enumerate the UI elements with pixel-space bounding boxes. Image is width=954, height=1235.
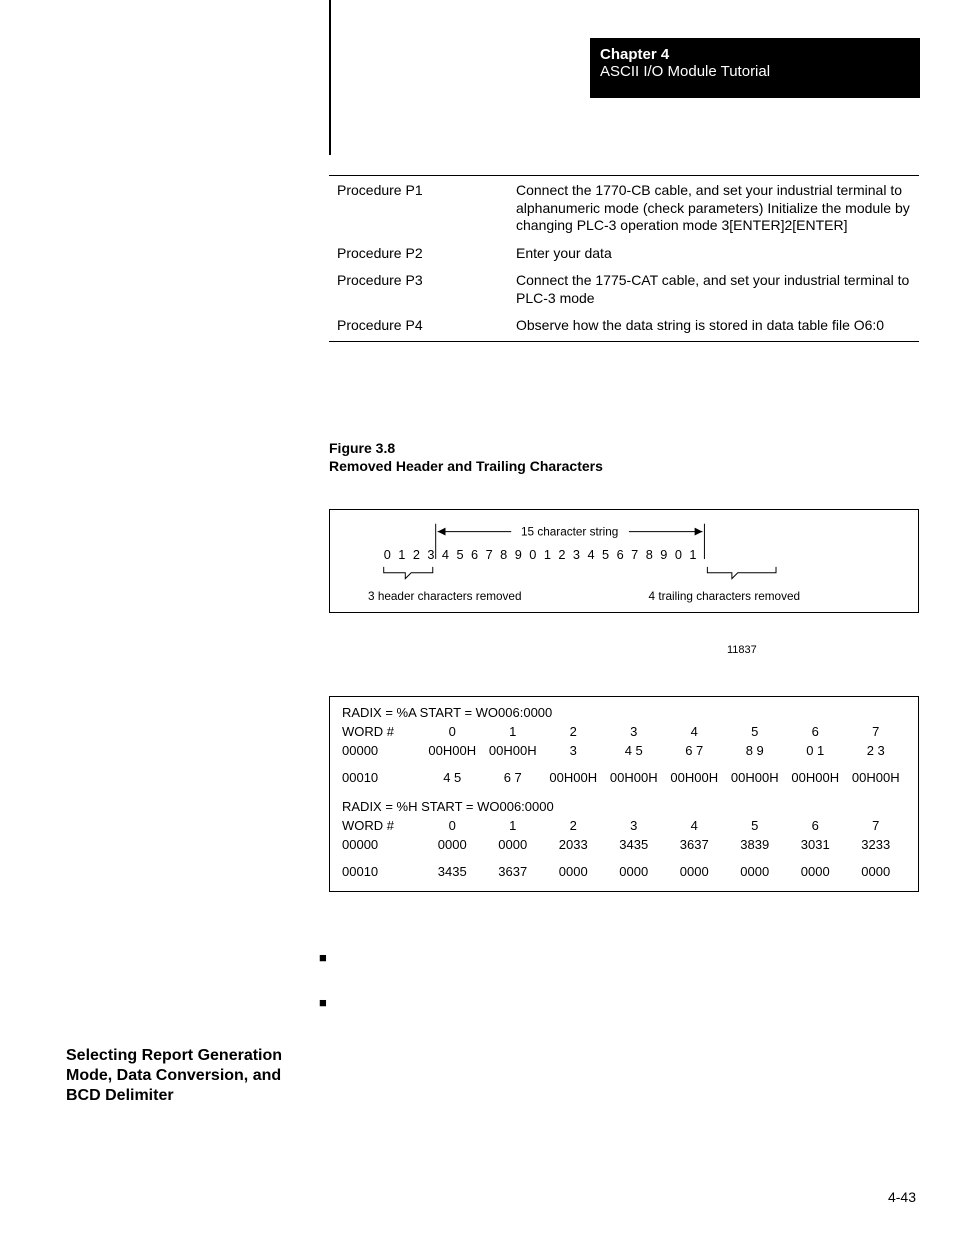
word-label: WORD # xyxy=(342,816,422,835)
cell: 0000 xyxy=(785,862,846,881)
cell: 4 5 xyxy=(604,741,665,760)
col-header: 0 xyxy=(422,722,483,741)
col-header: 2 xyxy=(543,722,604,741)
col-header: 3 xyxy=(604,816,665,835)
data-grid-header: WORD # 0 1 2 3 4 5 6 7 xyxy=(330,816,918,835)
procedure-name: Procedure P3 xyxy=(331,268,508,311)
col-header: 7 xyxy=(846,816,907,835)
cell: 8 9 xyxy=(725,741,786,760)
cell: 3031 xyxy=(785,835,846,854)
table-row: Procedure P3 Connect the 1775-CAT cable,… xyxy=(331,268,917,311)
header-note: 3 header characters removed xyxy=(368,590,521,603)
col-header: 1 xyxy=(483,722,544,741)
procedure-name: Procedure P2 xyxy=(331,241,508,267)
cell: 0 1 xyxy=(785,741,846,760)
radix-header-a: RADIX = %A START = WO006:0000 xyxy=(330,703,918,722)
col-header: 1 xyxy=(483,816,544,835)
row-label: 00010 xyxy=(342,768,422,787)
bullet-markers: ■ ■ xyxy=(319,950,327,1040)
col-header: 0 xyxy=(422,816,483,835)
row-label: 00000 xyxy=(342,741,422,760)
cell: 3435 xyxy=(422,862,483,881)
cell: 0000 xyxy=(604,862,665,881)
figure-ref: 11837 xyxy=(727,644,757,656)
chapter-header: Chapter 4 ASCII I/O Module Tutorial xyxy=(590,38,920,98)
cell: 00H00H xyxy=(846,768,907,787)
cell: 00H00H xyxy=(543,768,604,787)
figure-caption: Figure 3.8 Removed Header and Trailing C… xyxy=(329,440,603,475)
data-row: 00010 3435 3637 0000 0000 0000 0000 0000… xyxy=(330,862,918,881)
cell: 3 xyxy=(543,741,604,760)
trailer-note: 4 trailing characters removed xyxy=(649,590,801,603)
col-header: 6 xyxy=(785,816,846,835)
cell: 6 7 xyxy=(483,768,544,787)
data-table: RADIX = %A START = WO006:0000 WORD # 0 1… xyxy=(329,696,919,892)
cell: 3637 xyxy=(664,835,725,854)
figure-number: Figure 3.8 xyxy=(329,440,395,456)
bullet-icon: ■ xyxy=(319,950,327,965)
data-row: 00000 0000 0000 2033 3435 3637 3839 3031… xyxy=(330,835,918,854)
page-number: 4-43 xyxy=(888,1189,916,1205)
procedure-name: Procedure P1 xyxy=(331,178,508,239)
data-row: 00000 00H00H 00H00H 3 4 5 6 7 8 9 0 1 2 … xyxy=(330,741,918,760)
cell: 6 7 xyxy=(664,741,725,760)
row-label: 00000 xyxy=(342,835,422,854)
cell: 0000 xyxy=(725,862,786,881)
radix-header-h: RADIX = %H START = WO006:0000 xyxy=(330,797,918,816)
procedure-desc: Connect the 1775-CAT cable, and set your… xyxy=(510,268,917,311)
data-grid-header: WORD # 0 1 2 3 4 5 6 7 xyxy=(330,722,918,741)
procedure-desc: Observe how the data string is stored in… xyxy=(510,313,917,339)
col-header: 4 xyxy=(664,816,725,835)
figure-title: Removed Header and Trailing Characters xyxy=(329,458,603,474)
string-label: 15 character string xyxy=(521,526,618,539)
col-header: 2 xyxy=(543,816,604,835)
col-header: 6 xyxy=(785,722,846,741)
cell: 00H00H xyxy=(422,741,483,760)
chapter-title: Chapter 4 xyxy=(600,46,910,63)
table-row: Procedure P1 Connect the 1770-CB cable, … xyxy=(331,178,917,239)
cell: 0000 xyxy=(483,835,544,854)
cell: 00H00H xyxy=(664,768,725,787)
procedure-desc: Connect the 1770-CB cable, and set your … xyxy=(510,178,917,239)
vertical-rule xyxy=(329,0,331,155)
chapter-subtitle: ASCII I/O Module Tutorial xyxy=(600,63,910,80)
table-row: Procedure P2 Enter your data xyxy=(331,241,917,267)
cell: 2033 xyxy=(543,835,604,854)
cell: 0000 xyxy=(422,835,483,854)
bullet-icon: ■ xyxy=(319,995,327,1010)
cell: 00H00H xyxy=(483,741,544,760)
word-label: WORD # xyxy=(342,722,422,741)
cell: 3233 xyxy=(846,835,907,854)
col-header: 4 xyxy=(664,722,725,741)
cell: 00H00H xyxy=(725,768,786,787)
procedure-name: Procedure P4 xyxy=(331,313,508,339)
procedure-desc: Enter your data xyxy=(510,241,917,267)
cell: 2 3 xyxy=(846,741,907,760)
data-row: 00010 4 5 6 7 00H00H 00H00H 00H00H 00H00… xyxy=(330,768,918,787)
cell: 00H00H xyxy=(604,768,665,787)
cell: 00H00H xyxy=(785,768,846,787)
cell: 3637 xyxy=(483,862,544,881)
cell: 3839 xyxy=(725,835,786,854)
cell: 0000 xyxy=(543,862,604,881)
digit-string: 0 1 2 3 4 5 6 7 8 9 0 1 2 3 4 5 6 7 8 9 … xyxy=(384,547,699,562)
col-header: 5 xyxy=(725,816,786,835)
cell: 3435 xyxy=(604,835,665,854)
section-heading: Selecting Report Generation Mode, Data C… xyxy=(66,1046,296,1106)
col-header: 7 xyxy=(846,722,907,741)
cell: 4 5 xyxy=(422,768,483,787)
cell: 0000 xyxy=(846,862,907,881)
col-header: 5 xyxy=(725,722,786,741)
row-label: 00010 xyxy=(342,862,422,881)
table-row: Procedure P4 Observe how the data string… xyxy=(331,313,917,339)
figure-diagram: 15 character string 0 1 2 3 4 5 6 7 8 9 … xyxy=(329,509,919,613)
cell: 0000 xyxy=(664,862,725,881)
col-header: 3 xyxy=(604,722,665,741)
procedure-table: Procedure P1 Connect the 1770-CB cable, … xyxy=(329,175,919,342)
